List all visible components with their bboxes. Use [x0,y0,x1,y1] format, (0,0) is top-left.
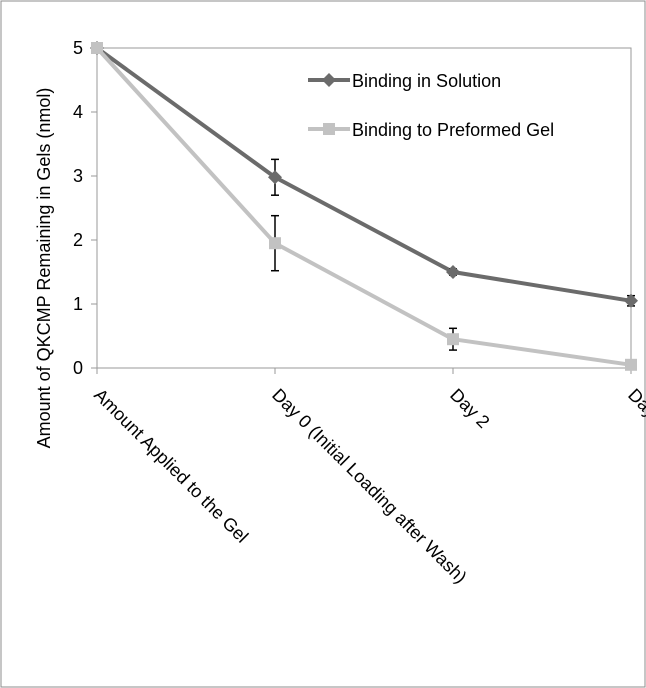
legend-swatch-marker [322,73,336,87]
data-point [447,333,459,346]
y-tick-label: 5 [73,38,83,58]
y-tick-label: 3 [73,166,83,186]
legend-item: Binding to Preformed Gel [308,120,554,140]
y-axis-title: Amount of QKCMP Remaining in Gels (nmol) [34,88,54,449]
series-line [95,46,632,303]
series-line [95,46,632,367]
data-point [269,237,281,250]
y-tick-label: 4 [73,102,83,122]
legend-label: Binding to Preformed Gel [352,120,554,140]
y-tick-label: 0 [73,358,83,378]
legend: Binding in Solution Binding to Preformed … [308,71,554,140]
y-tick-label: 1 [73,294,83,314]
data-point [91,42,103,54]
series-layer [90,41,638,371]
legend-label: Binding in Solution [352,71,501,91]
data-point [446,265,460,279]
legend-swatch-marker [323,123,335,135]
legend-item: Binding in Solution [308,71,501,91]
series-1 [90,41,638,308]
y-tick-label: 2 [73,230,83,250]
data-point [625,358,637,371]
series-2 [91,42,637,371]
data-point [624,293,638,308]
data-point [268,170,282,185]
